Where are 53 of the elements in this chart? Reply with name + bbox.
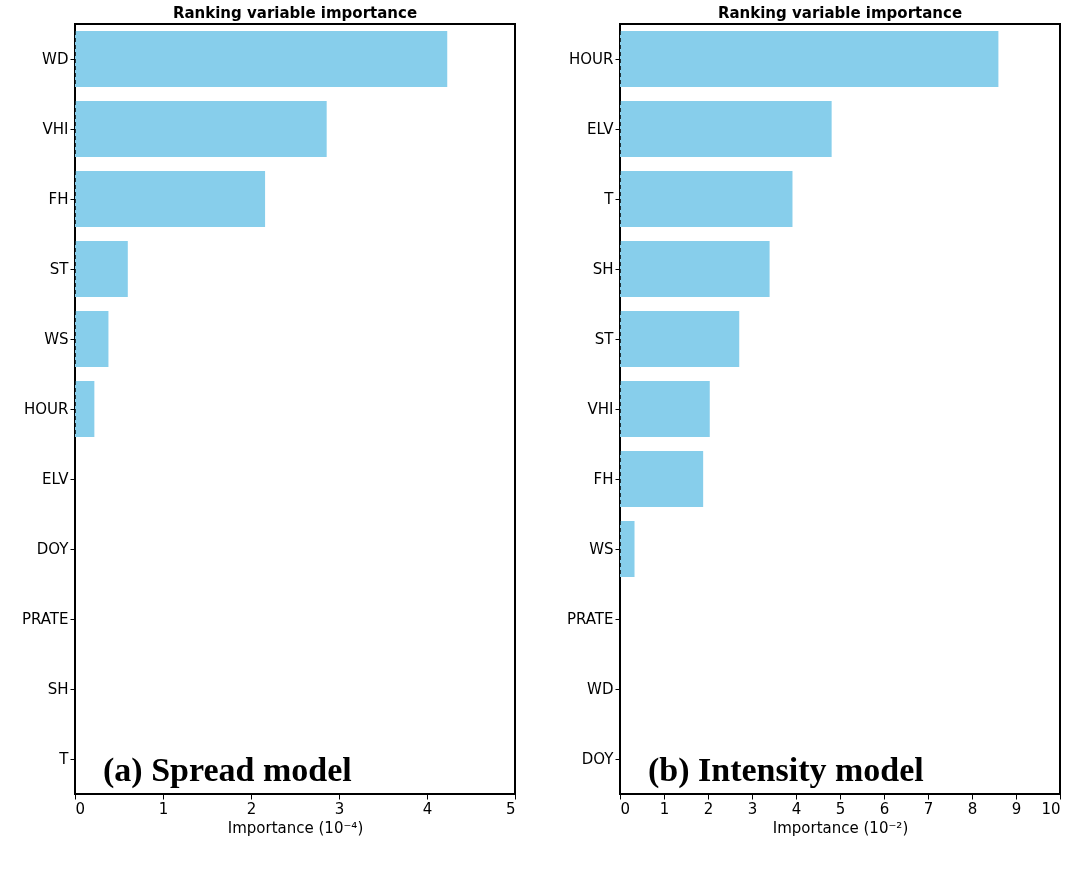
x-tick-label: 2: [703, 799, 714, 818]
x-tick-label: 0: [75, 799, 86, 818]
y-tick-label: SH: [47, 680, 69, 698]
y-tick-label: FH: [48, 190, 69, 208]
x-tick-label: 0: [620, 799, 631, 818]
y-tick-label: WS: [589, 540, 614, 558]
chart-title: Ranking variable importance: [717, 4, 963, 23]
y-tick-label: T: [603, 190, 615, 208]
x-tick-label: 5: [505, 799, 516, 818]
y-tick-label: DOY: [36, 540, 70, 558]
bar: [620, 31, 999, 87]
y-tick-label: WD: [42, 50, 69, 68]
bar: [620, 101, 832, 157]
y-tick-label: VHI: [42, 120, 69, 138]
x-tick-label: 4: [422, 799, 433, 818]
x-axis-title: Importance (10⁻²): [772, 818, 909, 837]
y-tick-label: HOUR: [569, 50, 614, 68]
x-tick-label: 9: [1011, 799, 1022, 818]
annotation: (b) Intensity model: [648, 751, 924, 789]
annotation: (a) Spread model: [103, 751, 352, 789]
x-tick-label: 7: [923, 799, 934, 818]
x-tick-label: 3: [747, 799, 758, 818]
bar: [620, 311, 740, 367]
x-axis-title: Importance (10⁻⁴): [227, 818, 364, 837]
x-tick-label: 5: [835, 799, 846, 818]
bar: [620, 241, 770, 297]
y-tick-label: ELV: [42, 470, 70, 488]
bar: [620, 451, 704, 507]
x-tick-label: 1: [158, 799, 169, 818]
x-tick-label: 6: [879, 799, 890, 818]
y-tick-label: PRATE: [21, 610, 69, 628]
bar: [620, 381, 710, 437]
x-tick-label: 8: [967, 799, 978, 818]
chart-title: Ranking variable importance: [172, 4, 418, 23]
x-tick-label: 10: [1041, 799, 1061, 818]
y-tick-label: SH: [592, 260, 614, 278]
y-tick-label: FH: [593, 470, 614, 488]
y-tick-label: DOY: [581, 750, 615, 768]
y-tick-label: ELV: [587, 120, 615, 138]
y-tick-label: PRATE: [566, 610, 614, 628]
x-tick-label: 1: [659, 799, 670, 818]
bar: [620, 171, 793, 227]
y-tick-label: VHI: [587, 400, 614, 418]
y-tick-label: ST: [49, 260, 70, 278]
y-tick-label: T: [58, 750, 70, 768]
bar: [620, 521, 635, 577]
x-tick-label: 3: [334, 799, 345, 818]
x-tick-label: 4: [791, 799, 802, 818]
x-tick-label: 2: [246, 799, 257, 818]
y-tick-label: HOUR: [24, 400, 69, 418]
y-tick-label: WD: [587, 680, 614, 698]
y-tick-label: ST: [594, 330, 615, 348]
y-tick-label: WS: [44, 330, 69, 348]
